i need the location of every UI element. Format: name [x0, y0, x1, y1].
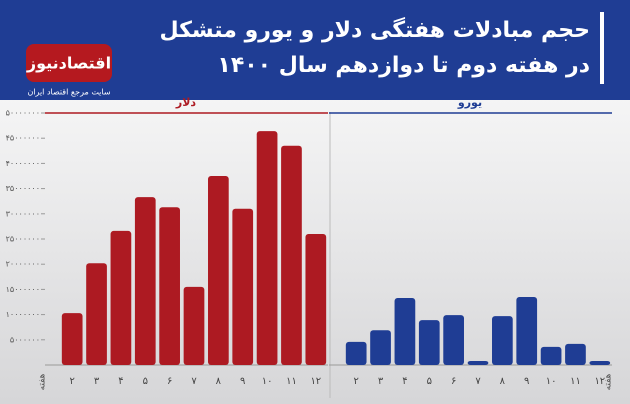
bar [589, 360, 611, 365]
x-tick-label: ۵ [427, 376, 432, 387]
x-tick-label: ۶ [451, 376, 456, 387]
x-tick-label: ۱۰ [546, 376, 557, 387]
bar [159, 207, 180, 365]
x-tick-label: ۴ [118, 376, 123, 387]
tagline: سایت مرجع اقتصاد ایران [27, 88, 110, 97]
bar [418, 320, 440, 365]
bar [305, 233, 327, 365]
header-bar [600, 12, 604, 84]
bar [232, 208, 254, 365]
bar [516, 296, 538, 365]
x-tick-label: ۷ [191, 376, 197, 387]
bar [86, 263, 107, 365]
x-tick-label: ۳ [378, 376, 384, 387]
chart-title: حجم مبادلات هفتگی دلار و یورو متشکل [159, 16, 590, 43]
x-tick-label: ۵ [143, 376, 148, 387]
x-tick-label: ۲ [69, 376, 74, 387]
x-tick-label: ۱۲ [594, 376, 605, 387]
y-tick-label: ۵۰۰۰۰۰۰۰ [6, 109, 40, 118]
y-tick-label: ۴۰۰۰۰۰۰۰ [6, 159, 40, 168]
y-tick-label: ۴۵۰۰۰۰۰۰ [6, 134, 40, 143]
bar [345, 341, 367, 365]
bar [443, 315, 464, 365]
bar [370, 330, 391, 365]
x-tick-label: ۳ [94, 376, 100, 387]
bar [565, 343, 586, 365]
bar [394, 297, 416, 365]
x-tick-label: ۶ [167, 376, 172, 387]
x-tick-label: ۴ [402, 376, 407, 387]
y-tick-label: ۵۰۰۰۰۰۰ [10, 335, 40, 344]
bar [183, 286, 205, 365]
x-tick-label: ۱۱ [286, 376, 297, 387]
y-tick-label: ۲۰۰۰۰۰۰۰ [6, 260, 40, 269]
bar [208, 176, 229, 365]
x-tick-label: ۹ [524, 376, 529, 387]
x-tick-label: ۷ [475, 376, 481, 387]
y-tick-label: ۳۰۰۰۰۰۰۰ [6, 209, 40, 218]
x-tick-label: ۸ [500, 376, 506, 387]
bar [256, 131, 278, 365]
bar [492, 316, 513, 365]
x-tick-label: ۱۲ [310, 376, 321, 387]
bar [540, 346, 562, 365]
bar [134, 197, 156, 365]
panel-label: دلار [175, 96, 197, 109]
logo: اقتصادنیوز [26, 54, 111, 73]
chart-subtitle: در هفته دوم تا دوازدهم سال ۱۴۰۰ [217, 53, 590, 78]
bar [467, 360, 489, 365]
y-tick-label: ۱۰۰۰۰۰۰۰ [6, 310, 40, 319]
x-axis-label: هفته [38, 373, 48, 390]
bar [110, 230, 132, 365]
bar [61, 313, 83, 365]
y-tick-label: ۳۵۰۰۰۰۰۰ [6, 184, 40, 193]
y-tick-label: ۲۵۰۰۰۰۰۰ [6, 235, 40, 244]
x-axis-label: هفته [604, 373, 614, 390]
x-tick-label: ۱۱ [570, 376, 581, 387]
logo-box [26, 44, 112, 82]
x-tick-label: ۹ [240, 376, 245, 387]
x-tick-label: ۲ [353, 376, 358, 387]
bar [281, 145, 302, 365]
panel-label: یورو [457, 96, 482, 109]
x-tick-label: ۸ [216, 376, 222, 387]
y-tick-label: ۱۵۰۰۰۰۰۰ [6, 285, 40, 294]
x-tick-label: ۱۰ [262, 376, 273, 387]
